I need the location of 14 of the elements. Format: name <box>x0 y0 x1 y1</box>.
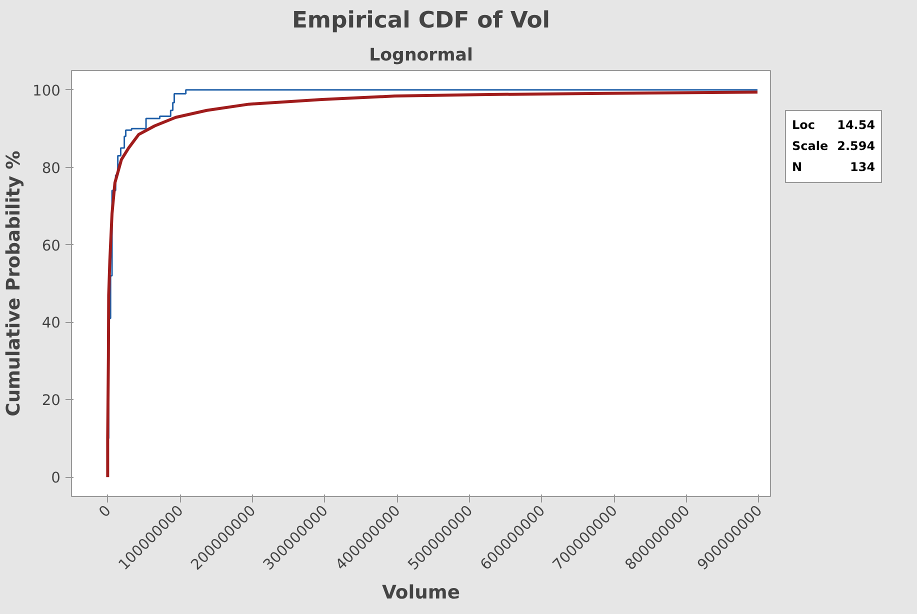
chart-title: Empirical CDF of Vol <box>292 8 550 34</box>
y-tick-label: 40 <box>42 314 61 332</box>
text: N 134 <box>792 160 876 174</box>
y-tick-label: 0 <box>51 470 61 487</box>
x-axis-title: Volume <box>382 582 460 604</box>
text: Scale 2.594 <box>791 138 876 156</box>
y-tick-label: 20 <box>42 392 61 410</box>
y-tick-label: 100 <box>32 82 61 100</box>
x-tick-label: 0 <box>96 502 114 521</box>
y-tick-label: 60 <box>42 237 61 254</box>
chart-subtitle: Lognormal <box>369 46 473 66</box>
y-tick-label: 80 <box>42 160 61 177</box>
y-axis-title: Cumulative Probability % <box>4 150 25 416</box>
text: Loc 14.54 <box>792 118 876 132</box>
